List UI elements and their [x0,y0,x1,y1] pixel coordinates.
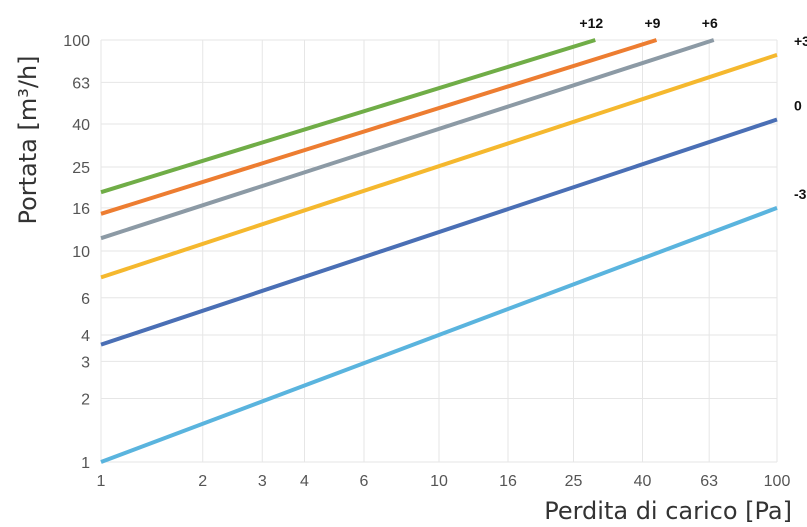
y-tick-label: 10 [72,244,90,261]
x-tick-label: 100 [764,473,791,490]
series-labels: +12 +9 +6 +3 0 -3 [579,15,807,202]
y-tick-label: 4 [81,328,90,345]
y-tick-label: 6 [81,291,90,308]
x-tick-label: 1 [97,473,106,490]
y-tick-label: 40 [72,117,90,134]
grid [100,39,778,463]
series-label: -3 [794,186,807,202]
y-tick-label: 2 [81,391,90,408]
x-tick-label: 2 [198,473,207,490]
series-label: +6 [702,15,718,31]
x-tick-label: 63 [700,473,718,490]
x-tick-label: 10 [430,473,448,490]
x-tick-label: 25 [565,473,583,490]
y-tick-label: 16 [72,201,90,218]
series-line [100,38,658,216]
x-tick-label: 16 [499,473,517,490]
y-axis-ticks: 1 2 3 4 6 10 16 25 40 63 100 [63,33,90,472]
x-tick-label: 3 [258,473,267,490]
series-line [100,206,778,464]
x-tick-label: 40 [634,473,652,490]
y-tick-label: 1 [81,455,90,472]
x-tick-label: 6 [360,473,369,490]
series-label: +3 [794,33,807,49]
y-tick-label: 100 [63,33,90,50]
y-tick-label: 3 [81,354,90,371]
y-tick-label: 25 [72,160,90,177]
y-axis-title: Portata [m³/h] [14,55,42,224]
x-axis-ticks: 1 2 3 4 6 10 16 25 40 63 100 [97,473,791,490]
series-line [100,52,778,280]
series-line [100,38,715,241]
series-label: 0 [794,97,802,113]
series-label: +9 [645,15,661,31]
x-axis-title: Perdita di carico [Pa] [544,497,792,525]
series-label: +12 [579,15,603,31]
y-tick-label: 63 [72,75,90,92]
series-lines [100,38,778,464]
series-line [100,117,778,347]
series-line [100,38,596,195]
x-tick-label: 4 [300,473,309,490]
